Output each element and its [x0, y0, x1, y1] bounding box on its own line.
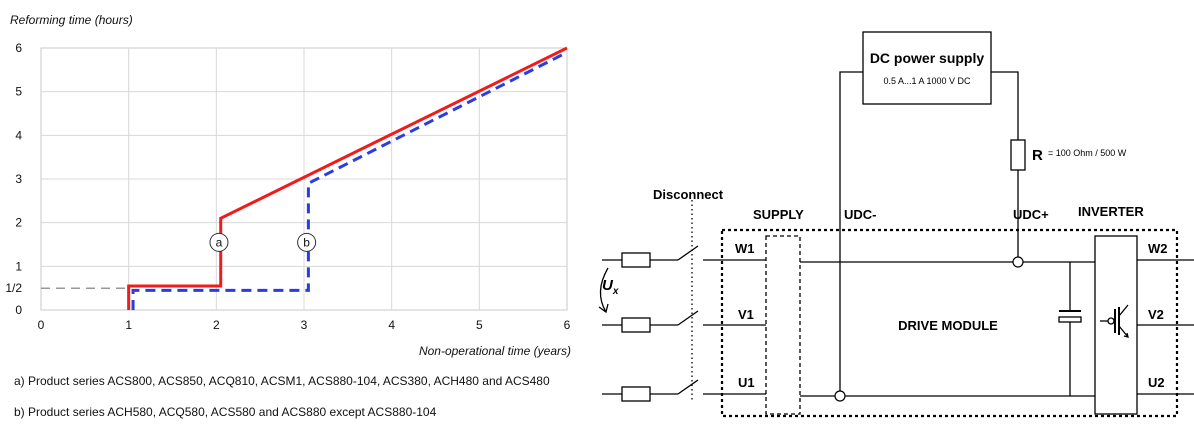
- resistor-value: = 100 Ohm / 500 W: [1048, 148, 1127, 158]
- inverter-label: INVERTER: [1078, 204, 1144, 219]
- udc-minus-label: UDC-: [844, 207, 877, 222]
- ux-arrow: [599, 267, 609, 313]
- y-tick-label: 1/2: [5, 281, 22, 295]
- dc-supply-rating: 0.5 A...1 A 1000 V DC: [883, 76, 971, 86]
- disconnect-switch-v: [677, 310, 699, 326]
- x-tick-label: 0: [38, 318, 45, 332]
- x-tick-label: 4: [388, 318, 395, 332]
- annotation-a-circle: [209, 232, 229, 252]
- y-tick-label: 1: [15, 259, 22, 273]
- igbt-icon: [1100, 304, 1129, 338]
- fuse-u: [621, 386, 651, 402]
- x-axis-title: Non-operational time (years): [419, 344, 571, 358]
- terminal-w2: W2: [1148, 241, 1168, 256]
- y-tick-label: 2: [15, 216, 22, 230]
- junction-udc-minus: [834, 390, 846, 402]
- series-a-line: [127, 46, 568, 310]
- ux-label: Ux: [602, 277, 619, 297]
- fuse-v: [621, 317, 651, 333]
- dc-supply-title: DC power supply: [870, 50, 985, 66]
- udc-plus-label: UDC+: [1013, 207, 1049, 222]
- annotation-a-label: a: [216, 235, 223, 249]
- terminal-v2: V2: [1148, 307, 1164, 322]
- series-group: [127, 46, 568, 310]
- y-tick-label: 0: [15, 303, 22, 317]
- series-b-line: [131, 51, 568, 310]
- y-axis-title: Reforming time (hours): [10, 13, 133, 27]
- dc-plus-wire: [991, 71, 1019, 140]
- y-tick-label: 4: [15, 128, 22, 142]
- terminal-u1: U1: [738, 375, 755, 390]
- terminal-w1: W1: [735, 241, 755, 256]
- udc-minus-wire: [839, 71, 863, 262]
- disconnect-switch-u: [677, 379, 699, 395]
- resistor-label: R: [1032, 147, 1043, 164]
- y-tick-label: 6: [15, 41, 22, 55]
- footnote-b: b) Product series ACH580, ACQ580, ACS580…: [14, 405, 437, 419]
- x-tick-label: 5: [476, 318, 483, 332]
- resistor-symbol: [1010, 139, 1026, 171]
- supply-label: SUPPLY: [753, 207, 804, 222]
- y-tick-label: 3: [15, 172, 22, 186]
- y-tick-label: 5: [15, 85, 22, 99]
- dc-power-supply-box: [862, 31, 992, 105]
- footnote-a: a) Product series ACS800, ACS850, ACQ810…: [14, 374, 550, 388]
- circuit-diagram: DC power supply 0.5 A...1 A 1000 V DC R …: [598, 31, 1194, 418]
- annotation-b-circle: [297, 232, 317, 252]
- annotation-b-label: b: [303, 235, 310, 249]
- x-tick-label: 2: [213, 318, 220, 332]
- drive-module-label: DRIVE MODULE: [898, 318, 998, 333]
- disconnect-switch-w: [677, 245, 699, 261]
- fuse-w: [621, 252, 651, 268]
- x-tick-label: 6: [564, 318, 571, 332]
- capacitor-plate-bottom: [1058, 316, 1082, 323]
- terminal-v1: V1: [738, 307, 754, 322]
- drive-module-frame: [720, 228, 1179, 418]
- x-tick-label: 1: [125, 318, 132, 332]
- x-tick-labels: 0 1 2 3 4 5 6: [38, 318, 571, 332]
- disconnect-label: Disconnect: [653, 187, 724, 202]
- supply-rectifier-box: [765, 235, 801, 415]
- x-tick-label: 3: [301, 318, 308, 332]
- junction-udc-plus: [1012, 256, 1024, 268]
- y-tick-labels: 0 1/2 1 2 3 4 5 6: [5, 41, 22, 317]
- grid: [41, 48, 567, 310]
- terminal-u2: U2: [1148, 375, 1165, 390]
